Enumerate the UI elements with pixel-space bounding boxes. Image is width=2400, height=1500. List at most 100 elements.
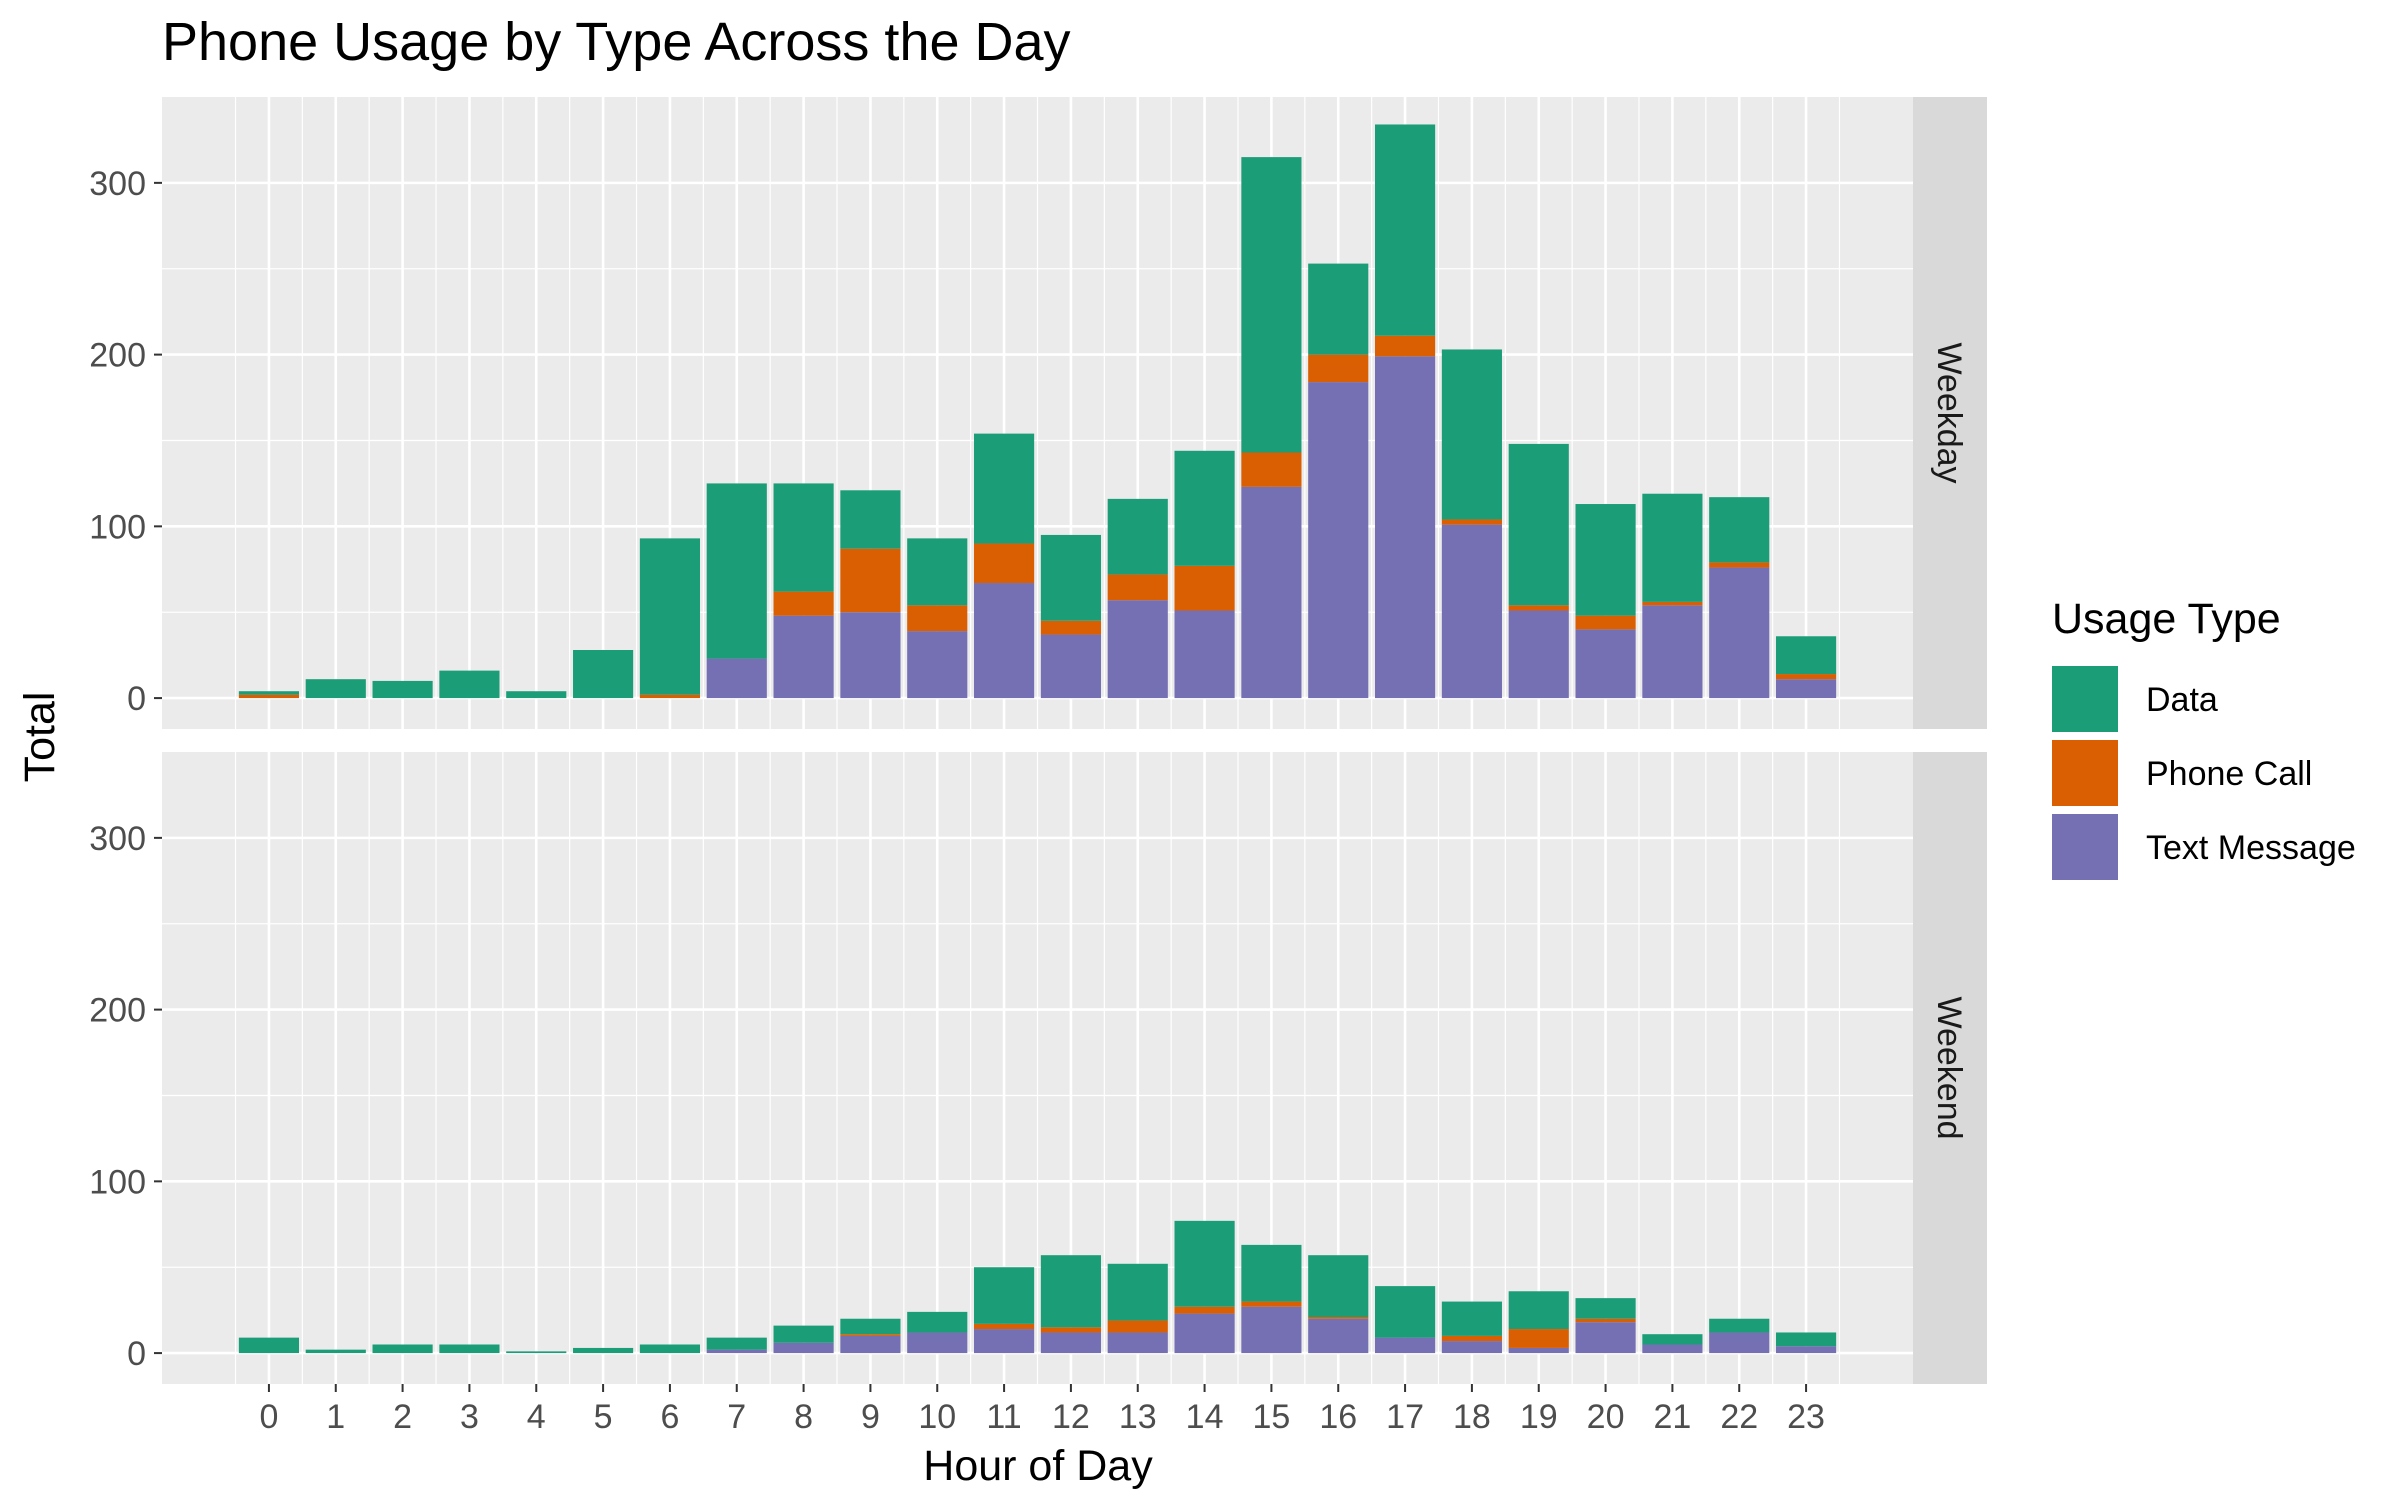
bar-data-weekend-5 (573, 1347, 634, 1354)
bar-phone-call-weekday-12 (1040, 620, 1101, 635)
x-tick-label: 21 (1653, 1398, 1691, 1436)
x-tick-label: 12 (1052, 1398, 1090, 1436)
bar-phone-call-weekday-21 (1642, 601, 1703, 606)
bar-data-weekday-11 (974, 433, 1035, 544)
y-tick-label: 200 (89, 337, 146, 375)
x-tick-label: 20 (1587, 1398, 1625, 1436)
bar-data-weekend-14 (1174, 1220, 1235, 1307)
bar-text-message-weekend-14 (1174, 1313, 1235, 1354)
y-tick-label: 100 (89, 508, 146, 546)
bar-phone-call-weekend-14 (1174, 1306, 1235, 1314)
bar-data-weekday-3 (439, 670, 500, 699)
bar-data-weekend-12 (1040, 1255, 1101, 1328)
legend-key-text-message (2052, 814, 2118, 880)
bar-data-weekend-13 (1107, 1263, 1168, 1321)
bar-text-message-weekday-10 (907, 631, 968, 699)
x-tick-label: 16 (1319, 1398, 1357, 1436)
bar-data-weekend-1 (305, 1349, 366, 1354)
x-tick-label: 22 (1720, 1398, 1758, 1436)
bar-phone-call-weekday-8 (773, 591, 834, 616)
legend-key-data (2052, 666, 2118, 732)
bar-data-weekday-22 (1709, 497, 1770, 563)
x-tick-label: 4 (527, 1398, 546, 1436)
bar-data-weekday-7 (706, 483, 767, 659)
x-tick-label: 15 (1252, 1398, 1290, 1436)
bar-phone-call-weekend-20 (1575, 1318, 1636, 1323)
bar-data-weekend-21 (1642, 1334, 1703, 1345)
bar-phone-call-weekday-14 (1174, 565, 1235, 611)
bar-text-message-weekday-20 (1575, 629, 1636, 699)
bar-data-weekend-17 (1375, 1286, 1436, 1338)
bar-phone-call-weekend-19 (1508, 1329, 1569, 1348)
bar-text-message-weekend-23 (1775, 1346, 1837, 1354)
bar-data-weekday-20 (1575, 504, 1636, 616)
y-tick-label: 200 (89, 992, 146, 1030)
bar-data-weekday-19 (1508, 443, 1569, 606)
bar-text-message-weekend-16 (1308, 1318, 1369, 1354)
x-tick-label: 6 (660, 1398, 679, 1436)
x-tick-label: 13 (1119, 1398, 1157, 1436)
bar-phone-call-weekday-18 (1441, 519, 1502, 525)
bar-phone-call-weekday-10 (907, 605, 968, 632)
bar-phone-call-weekend-16 (1308, 1317, 1369, 1319)
bar-text-message-weekend-18 (1441, 1341, 1502, 1354)
facet-label-weekend: Weekend (1930, 996, 1968, 1139)
bar-data-weekend-15 (1241, 1244, 1302, 1302)
bar-phone-call-weekend-9 (840, 1334, 901, 1336)
bar-text-message-weekday-23 (1775, 679, 1837, 699)
bar-phone-call-weekend-18 (1441, 1335, 1502, 1342)
legend-label-data: Data (2146, 681, 2218, 719)
y-tick-label: 100 (89, 1163, 146, 1201)
bar-data-weekday-2 (372, 680, 433, 699)
bar-phone-call-weekend-13 (1107, 1320, 1168, 1333)
x-tick-label: 0 (259, 1398, 278, 1436)
legend-title: Usage Type (2052, 595, 2281, 643)
bar-text-message-weekday-8 (773, 615, 834, 699)
facet-label-weekday: Weekday (1930, 342, 1968, 483)
bar-text-message-weekday-19 (1508, 610, 1569, 699)
bar-phone-call-weekday-17 (1375, 335, 1436, 357)
bar-data-weekday-5 (573, 650, 634, 699)
bar-text-message-weekday-17 (1375, 356, 1436, 699)
y-tick-label: 300 (89, 820, 146, 858)
bar-data-weekend-19 (1508, 1291, 1569, 1330)
x-tick-label: 2 (393, 1398, 412, 1436)
y-axis-title: Total (16, 692, 64, 783)
bar-text-message-weekday-21 (1642, 605, 1703, 699)
bar-phone-call-weekday-22 (1709, 562, 1770, 568)
bar-data-weekday-0 (238, 691, 300, 695)
bar-data-weekday-18 (1441, 349, 1502, 520)
bar-text-message-weekday-16 (1308, 382, 1369, 699)
bar-text-message-weekend-21 (1642, 1344, 1703, 1354)
legend-label-phone-call: Phone Call (2146, 755, 2312, 793)
bar-phone-call-weekday-11 (974, 543, 1035, 584)
x-tick-label: 11 (986, 1398, 1021, 1436)
bar-data-weekend-10 (907, 1311, 968, 1333)
bar-data-weekend-9 (840, 1318, 901, 1335)
x-axis-title: Hour of Day (923, 1442, 1153, 1490)
y-tick-label: 0 (127, 680, 146, 718)
bar-text-message-weekday-22 (1709, 567, 1770, 699)
bar-data-weekend-23 (1775, 1332, 1837, 1347)
bar-data-weekday-15 (1241, 157, 1302, 453)
bar-text-message-weekday-15 (1241, 486, 1302, 699)
bar-data-weekday-23 (1775, 636, 1837, 675)
chart-title: Phone Usage by Type Across the Day (162, 12, 1071, 72)
bar-phone-call-weekend-15 (1241, 1301, 1302, 1307)
bar-data-weekday-17 (1375, 124, 1436, 336)
bar-text-message-weekday-9 (840, 612, 901, 699)
x-tick-label: 19 (1520, 1398, 1558, 1436)
bar-text-message-weekend-7 (706, 1349, 767, 1354)
bar-text-message-weekday-7 (706, 658, 767, 699)
x-tick-label: 18 (1453, 1398, 1491, 1436)
x-tick-label: 17 (1386, 1398, 1424, 1436)
legend-label-text-message: Text Message (2146, 829, 2356, 867)
bar-text-message-weekend-8 (773, 1342, 834, 1354)
panel-weekend: 0 100 200 300 Weekend (89, 752, 1987, 1384)
bar-text-message-weekday-14 (1174, 610, 1235, 699)
bar-text-message-weekend-13 (1107, 1332, 1168, 1354)
panels: 0 100 200 300 Weekday 0 100 200 300 Weekend (89, 97, 1987, 1384)
bar-data-weekday-13 (1107, 498, 1168, 575)
bar-text-message-weekend-20 (1575, 1322, 1636, 1354)
